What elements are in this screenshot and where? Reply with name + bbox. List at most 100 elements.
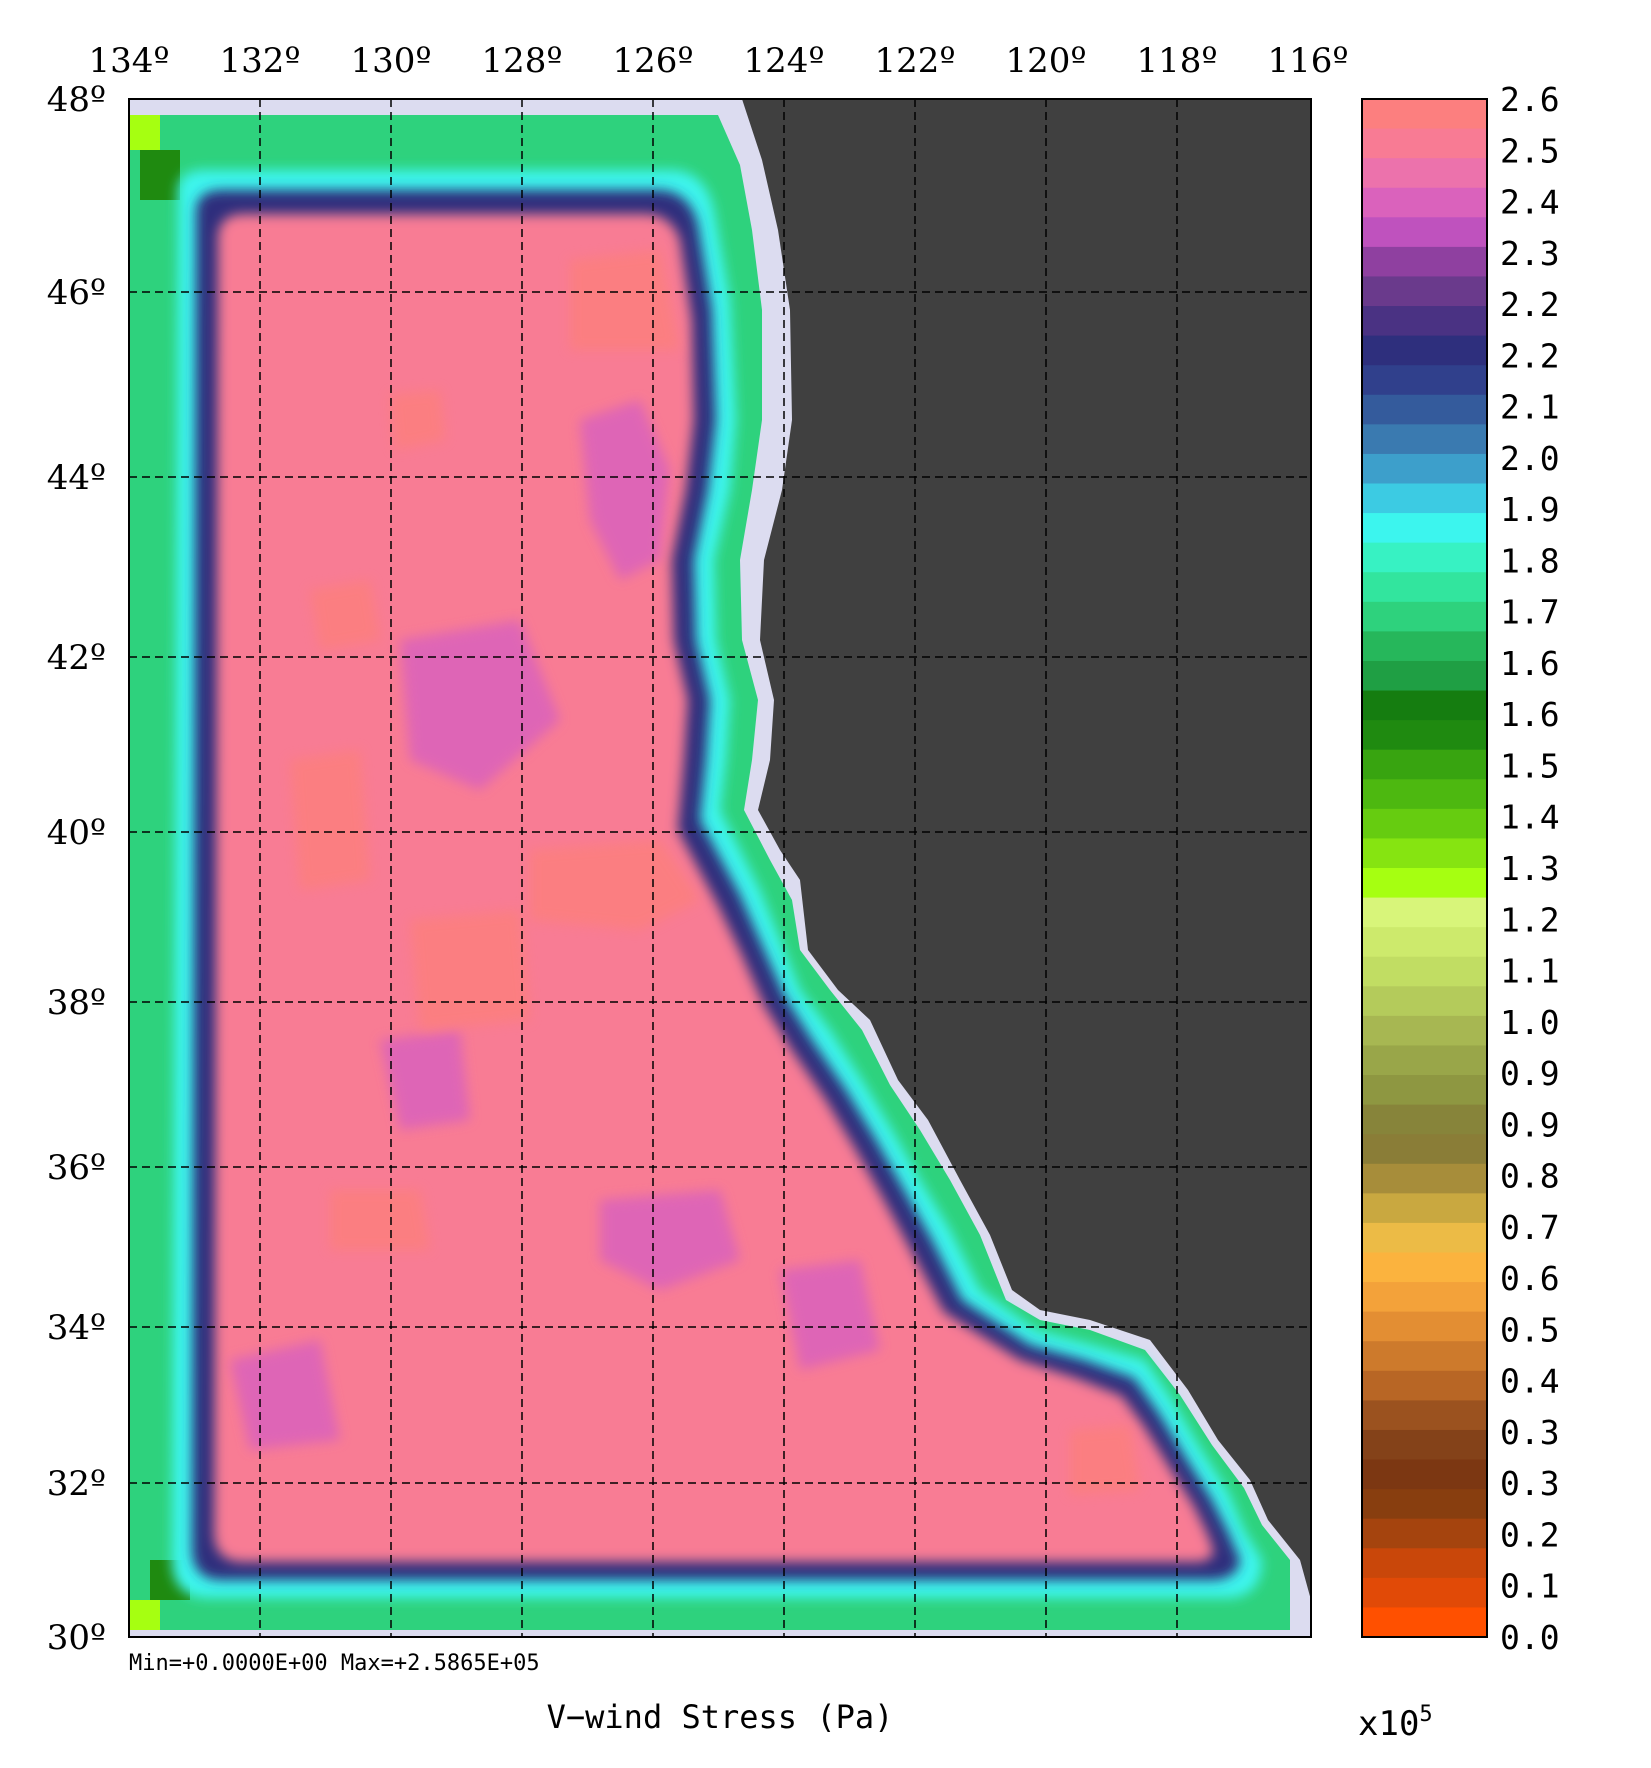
colorbar-swatch [1362,158,1487,189]
colorbar-swatch [1362,1577,1487,1609]
colorbar-swatch [1362,660,1487,692]
colorbar-tick-label: 0.7 [1500,1208,1560,1247]
lon-label: 134º [89,41,170,81]
colorbar-swatch [1362,868,1487,899]
colorbar-swatch [1362,1311,1487,1342]
colorbar-tick-label: 2.0 [1500,439,1560,478]
stats-text: Min=+0.0000E+00 Max=+2.5865E+05 [129,1651,540,1676]
colorbar-swatch [1362,542,1487,573]
map-title: V−wind Stress (Pa) [547,1698,894,1736]
colorbar-tick-label: 0.3 [1500,1413,1560,1452]
colorbar-swatch [1362,1489,1487,1520]
lon-axis-labels: 134º 132º 130º 128º 126º 124º 122º 120º 118º 116º [89,41,1349,81]
lat-label: 40º [47,813,106,853]
colorbar-tick-label: 0.8 [1500,1157,1560,1196]
colorbar-tick-label: 1.8 [1500,541,1560,580]
patch-10 [410,910,530,1030]
lon-label: 116º [1268,41,1349,81]
colorbar-tick-label: 2.6 [1500,80,1560,119]
colorbar-swatch [1362,1548,1487,1579]
lat-label: 34º [47,1308,106,1348]
colorbar-swatch [1362,1104,1487,1135]
patch-2 [400,620,560,790]
colorbar-tick-label: 0.0 [1500,1618,1560,1657]
colorbar-tick-label: 2.2 [1500,336,1560,375]
field-corner-bl [129,1600,160,1630]
colorbar-tick-label: 1.3 [1500,849,1560,888]
colorbar-swatch [1362,690,1487,721]
colorbar-swatch [1362,187,1487,218]
colorbar-swatch [1362,483,1487,514]
colorbar-swatch [1362,217,1487,248]
colorbar-tick-label: 0.9 [1500,1105,1560,1144]
colorbar-swatch [1362,897,1487,928]
colorbar-swatch [1362,1370,1487,1401]
colorbar-swatch [1362,1222,1487,1254]
colorbar-swatch [1362,1252,1487,1283]
colorbar-swatch [1362,986,1487,1017]
colorbar-swatch [1362,601,1487,632]
lon-label: 124º [744,41,825,81]
patch-9 [530,840,700,930]
colorbar-tick-label: 2.4 [1500,183,1560,222]
colorbar-tick-label: 0.9 [1500,1054,1560,1093]
colorbar-tick-label: 2.1 [1500,388,1560,427]
colorbar-frame [1361,98,1488,1638]
plot-frame [128,98,1312,1638]
lat-label: 38º [47,983,106,1023]
colorbar-swatch [1362,335,1487,366]
map-plot [129,99,1311,1637]
colorbar-swatch [1362,306,1487,337]
colorbar-swatch [1362,631,1487,662]
colorbar-swatch [1362,424,1487,455]
colorbar-swatch [1362,808,1487,840]
patch-6 [230,1340,340,1450]
colorbar-tick-label: 0.1 [1500,1567,1560,1606]
colorbar-tick-label: 2.3 [1500,234,1560,273]
colorbar-tick-label: 1.1 [1500,952,1560,991]
colorbar-tick-label: 2.5 [1500,131,1560,170]
colorbar-swatch [1362,572,1487,603]
colorbar-tick-label: 1.0 [1500,1003,1560,1042]
colorbar-swatch [1362,1341,1487,1372]
colorbar-tick-label: 0.4 [1500,1362,1560,1401]
colorbar-scale: x105 [1358,1702,1433,1744]
colorbar-swatch [1362,1429,1487,1461]
colorbar-swatch [1362,720,1487,751]
colorbar-scale-base: x10 [1358,1704,1419,1744]
colorbar-swatch [1362,749,1487,780]
colorbar-swatch [1362,779,1487,810]
colorbar-swatch [1362,1075,1487,1106]
lat-axis-labels: 48º 46º 44º 42º 40º 38º 36º 34º 32º 30º [47,80,106,1658]
lat-label: 42º [47,638,106,678]
lat-label: 32º [47,1464,106,1504]
colorbar-tick-label: 1.7 [1500,593,1560,632]
colorbar-swatch [1362,1163,1487,1194]
colorbar-swatch [1362,246,1487,278]
colorbar-swatch [1362,1518,1487,1549]
colorbar-swatch [1362,276,1487,307]
lat-label: 36º [47,1148,106,1188]
patch-14 [1070,1425,1140,1495]
colorbar-swatches [1362,99,1487,1638]
colorbar-tick-label: 0.5 [1500,1310,1560,1349]
colorbar-swatch [1362,1607,1487,1638]
colorbar-tick-label: 2.2 [1500,285,1560,324]
colorbar-tick-label: 1.9 [1500,490,1560,529]
colorbar-swatch [1362,927,1487,958]
colorbar-swatch [1362,513,1487,544]
colorbar-swatch [1362,453,1487,485]
colorbar-swatch [1362,1045,1487,1076]
lon-label: 122º [875,41,956,81]
lon-label: 120º [1006,41,1087,81]
colorbar-tick-label: 0.2 [1500,1515,1560,1554]
colorbar: 2.6 2.5 2.4 2.3 2.2 2.2 2.1 2.0 1.9 1.8 1.7 1.6 1.6 1… [1358,80,1560,1744]
colorbar-swatch [1362,1193,1487,1224]
field-pink-interior [214,214,1214,1562]
patch-4 [780,1260,880,1370]
field-dark-green-tl [140,150,180,200]
colorbar-scale-exponent: 5 [1419,1702,1432,1727]
colorbar-swatch [1362,1459,1487,1490]
field-corner-tl [129,115,160,150]
